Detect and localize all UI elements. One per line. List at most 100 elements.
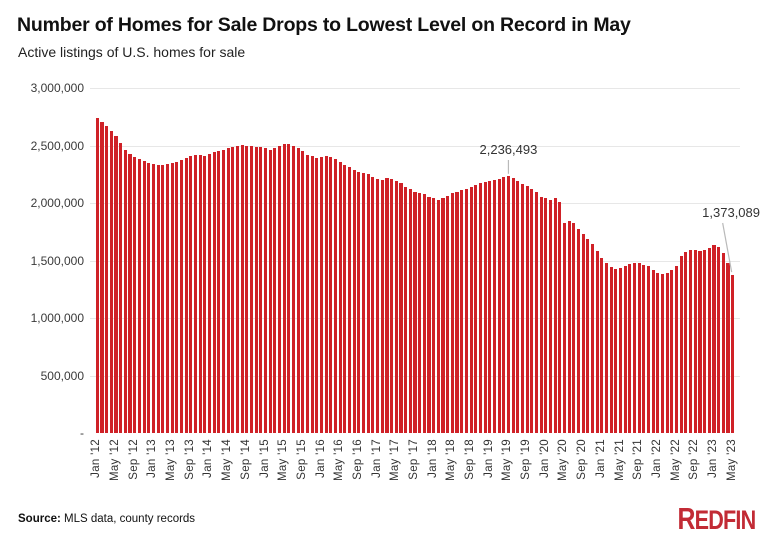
bar [661,273,665,433]
bar [623,265,627,433]
bar [478,183,482,433]
bar [576,228,581,433]
bar [450,193,454,433]
bar [679,256,683,433]
bar [310,156,314,433]
gridline [90,88,740,89]
bar [324,155,328,433]
bar [357,171,361,433]
bar [128,154,132,433]
x-axis-tick-label: May '15 [277,439,290,482]
chart-title: Number of Homes for Sale Drops to Lowest… [17,14,631,36]
bar [502,177,506,433]
bar [600,258,604,433]
x-axis-tick-label: Sep '17 [408,439,420,480]
bar [712,244,716,433]
bar [665,272,669,433]
bar [633,262,637,433]
bar [362,173,366,433]
bar [254,146,258,433]
x-axis-tick-label: May '21 [613,439,626,482]
x-axis-tick-label: May '13 [165,439,178,482]
bar [334,159,338,433]
bar [572,223,576,433]
x-axis-tick-label: May '12 [109,439,122,482]
bar [675,266,679,433]
bar [670,269,674,433]
bar [306,154,310,433]
x-axis-tick-label: May '22 [669,439,682,482]
bar [352,169,356,433]
bar [516,181,520,433]
x-axis-tick-label: May '16 [333,439,346,482]
y-axis-tick-label: 2,000,000 [30,196,84,210]
x-axis-tick-label: Jan '12 [90,439,103,478]
bar [268,149,272,433]
bar [371,176,375,433]
bar [731,275,735,433]
bar [249,146,254,433]
x-axis-tick-label: Jan '14 [202,439,215,478]
bar [147,162,151,433]
redfin-logo: REDFIN [677,501,756,536]
bar [726,262,730,433]
bar [586,239,590,433]
bar [474,185,478,433]
bar [427,196,431,433]
bar [707,247,711,433]
bar [511,177,515,433]
bar [151,163,155,433]
x-axis-tick-label: Sep '12 [127,439,140,480]
bar [553,197,557,433]
y-axis: 3,000,000 2,500,000 2,000,000 1,500,000 1,00… [0,81,84,440]
bar [651,269,655,433]
y-axis-tick-label: 2,500,000 [30,138,84,153]
bar [455,191,459,433]
x-axis-tick-label: Jan '17 [370,439,383,478]
bar [240,144,244,433]
bar [175,161,179,433]
data-label-annotation: 1,373,089 [702,205,760,220]
bar [390,178,394,433]
bar [273,148,277,433]
bar [628,263,632,433]
bar [647,266,651,433]
x-axis-tick-label: Sep '16 [351,439,364,480]
bar [693,249,697,433]
bar-chart: 3,000,000 2,500,000 2,000,000 1,500,000 1,00… [0,81,768,498]
x-axis-tick-label: Sep '13 [183,439,196,480]
source-label: Source: [18,513,61,525]
bar [320,157,324,433]
bar [366,174,370,433]
bar [95,117,99,433]
bar [469,187,473,433]
bar [460,190,464,433]
bar [189,156,193,433]
bar [156,165,160,433]
x-axis: Jan '12 May '12 Sep '12 Jan '13 May '13 Sep '… [0,88,768,481]
bar [380,180,384,433]
bars-layer [95,88,735,433]
bar [497,178,501,433]
bar [184,158,188,433]
bar [161,165,165,433]
bar [530,188,534,433]
bar [203,155,207,433]
bar [539,196,543,433]
x-axis-tick-label: May '19 [501,439,514,482]
bar [408,189,412,433]
x-axis-tick-label: Sep '20 [576,439,589,480]
bar [123,150,127,433]
bar [446,196,450,433]
bar [348,167,352,433]
bar [231,147,235,433]
x-axis-tick-label: Jan '22 [650,439,663,478]
bar [441,197,445,433]
bar [590,244,595,433]
bar [698,251,702,433]
bar [343,165,347,433]
bar [525,186,529,433]
bar [198,154,202,433]
x-axis-tick-label: Jan '15 [258,439,271,478]
bar [637,262,641,433]
